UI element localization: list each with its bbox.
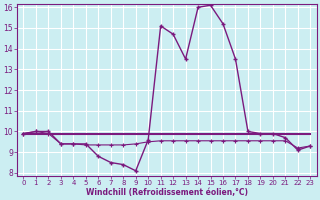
X-axis label: Windchill (Refroidissement éolien,°C): Windchill (Refroidissement éolien,°C) xyxy=(86,188,248,197)
